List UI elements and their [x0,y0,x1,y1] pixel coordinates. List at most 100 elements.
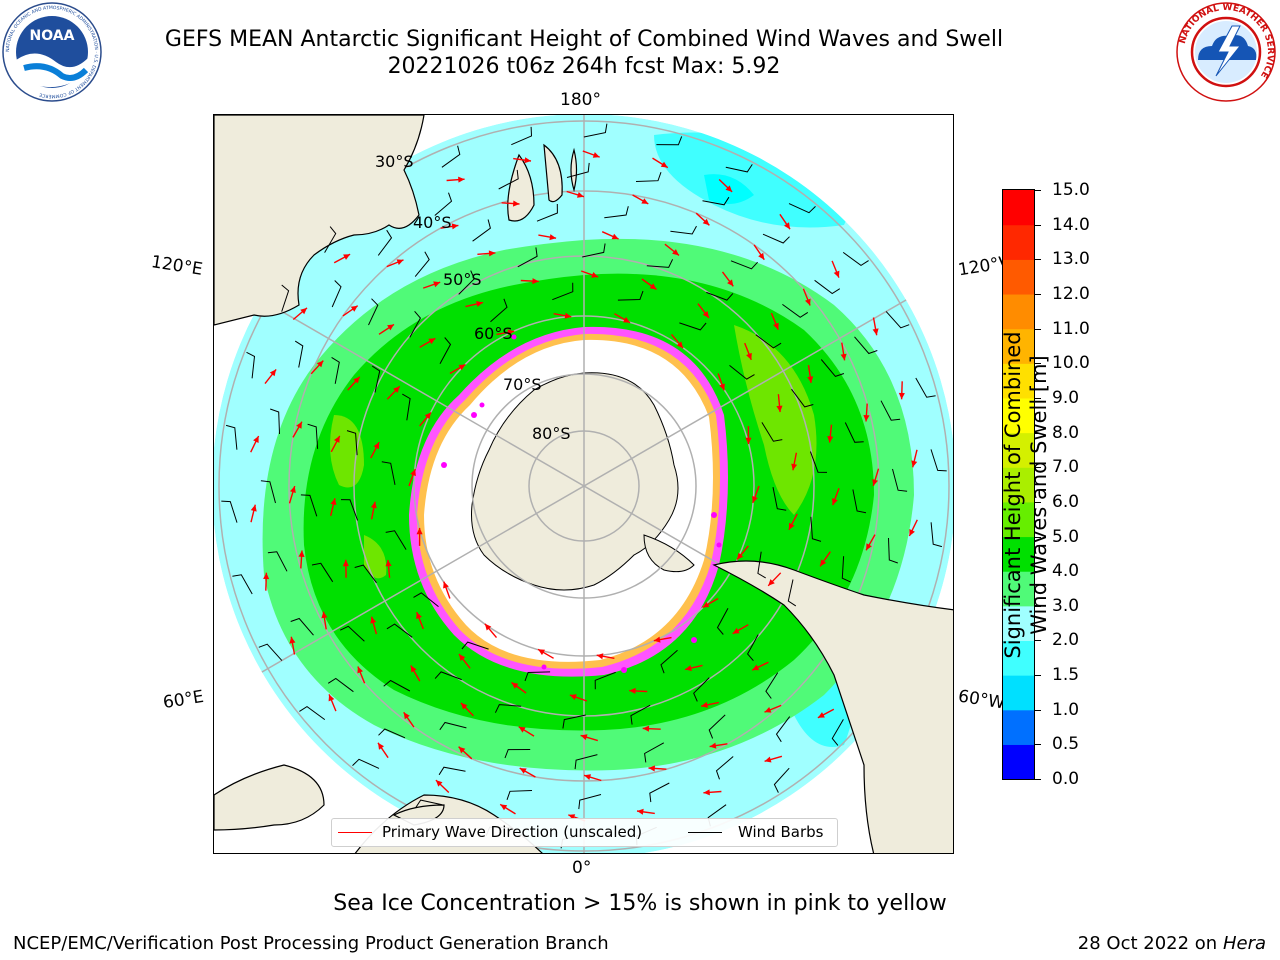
wave-arrow-head [538,649,545,656]
wind-barb [311,562,334,583]
wind-barb [693,677,710,702]
colorbar-tick-label: 0.0 [1052,769,1080,789]
wave-arrow-head [296,421,302,429]
legend-wave-label: Primary Wave Direction (unscaled) [382,823,643,841]
wind-barb [377,229,393,256]
wave-arrow-head [373,442,380,450]
wind-barb [386,623,413,638]
colorbar-tick-mark [1035,397,1041,399]
wave-arrow-head [458,176,465,183]
wave-arrow-head [807,376,814,383]
wind-barb [729,365,755,380]
wind-barb [762,233,790,244]
wave-arrow-head [725,185,733,192]
wave-arrow-head [649,283,657,290]
wind-barb [670,225,697,235]
wave-arrow-head [330,498,337,506]
wave-arrow-head [584,774,591,780]
wind-barb [594,671,616,690]
colorbar-tick-mark [1035,709,1041,711]
colorbar-tick-label: 10.0 [1052,353,1090,374]
wave-arrow-head [727,279,734,287]
colorbar-tick-mark [1035,328,1041,330]
wind-barb [324,226,337,253]
wave-arrow-head [476,301,483,307]
wind-barb [809,451,828,473]
wave-arrow-head [396,259,404,265]
wave-arrow-head [653,636,661,643]
wave-arrow-head [532,278,539,285]
wind-barb [409,310,422,338]
colorbar-tick-mark [1035,467,1041,469]
colorbar-tick-mark [1035,571,1041,573]
wave-arrow-head [648,765,655,772]
colorbar-bin [1003,224,1034,260]
wind-barb [402,393,411,421]
wave-arrow-head [736,552,744,560]
colorbar-bin [1003,397,1034,434]
wave-arrow-head [719,383,725,391]
colorbar-label-line2: Wind Waves and Swell [m] [1027,355,1051,635]
wave-arrow-head [685,665,692,671]
wind-barb [352,758,380,769]
wave-arrow-head [484,623,492,631]
wave-arrow-head [343,254,351,260]
colorbar-bin [1003,709,1034,745]
wave-arrow-head [752,495,758,503]
colorbar [1002,189,1035,780]
wind-barb [880,400,901,421]
wind-barb [787,579,797,607]
wave-arrow-head [416,612,422,620]
wave-arrow-head [641,198,649,204]
wave-arrow-head [298,550,305,557]
wave-arrow-head [833,270,840,278]
wind-barb [232,574,253,595]
wind-barb [702,196,730,206]
wave-arrow-head [746,352,752,360]
colorbar-bin [1003,640,1034,676]
wind-barb [617,290,644,301]
colorbar-bin [1003,328,1034,364]
wave-arrow-head [732,627,740,634]
wave-arrow-head [378,742,384,750]
wave-arrow-head [290,486,296,493]
wind-barb [635,172,662,182]
colorbar-tick-mark [1035,779,1041,780]
wind-barb [246,351,256,379]
ocean-field [214,115,953,853]
wind-barb [511,126,533,146]
colorbar-tick-label: 1.0 [1052,699,1080,720]
noaa-logo: NOAA NATIONAL OCEANIC AND ATMOSPHERIC AD… [2,2,102,102]
colorbar-tick-label: 5.0 [1052,526,1080,547]
colorbar-tick-label: 3.0 [1052,595,1080,616]
wind-barb [854,336,878,355]
wind-barb [381,461,396,485]
wind-barb [791,388,814,408]
land-masses [214,115,953,853]
wave-arrow-head [637,808,644,815]
wave-arrow-head [660,161,668,168]
colorbar-tick-label: 6.0 [1052,491,1080,512]
colorbar-tick-mark [1035,675,1041,677]
wind-barb [761,422,783,442]
wind-barb [915,377,936,398]
wave-arrow-head [569,694,577,700]
colorbar-tick-mark [1035,640,1041,642]
wind-barb [294,340,304,368]
wave-arrow-head [416,527,423,535]
wave-arrow-head [321,611,328,619]
colorbar-tick-label: 14.0 [1052,214,1090,235]
wave-arrow-head [353,376,360,384]
wind-barb [772,487,787,511]
colorbar-tick-label: 4.0 [1052,561,1080,582]
wind-barb [730,260,758,270]
wind-barb [327,677,354,693]
wave-arrow-head [443,581,449,589]
wave-arrow-head [424,412,432,420]
wave-arrow-head [458,364,466,371]
lat-label-50s: 50°S [443,270,482,289]
wind-barb [221,500,238,523]
wind-barb [494,704,522,713]
legend-barb-label: Wind Barbs [738,823,824,841]
colorbar-tick-label: 15.0 [1052,180,1090,200]
